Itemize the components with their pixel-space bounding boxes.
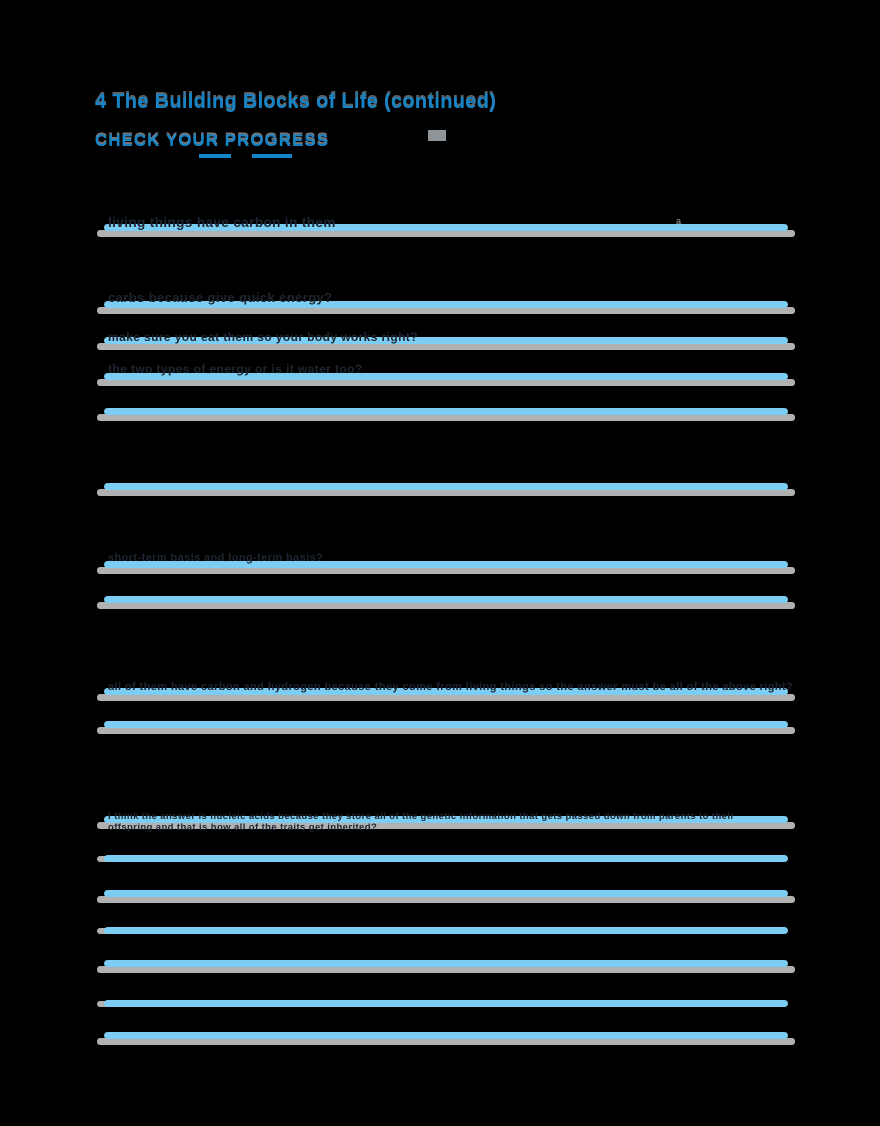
answer-text: offspring and that is how all of the tra…	[108, 822, 378, 833]
answer-line-shadow	[97, 343, 795, 350]
answer-line	[104, 408, 788, 415]
answer-line	[104, 688, 788, 695]
answer-line	[104, 816, 788, 823]
answer-line	[104, 890, 788, 897]
answer-line-shadow	[97, 727, 795, 734]
decorative-fragment	[252, 154, 292, 158]
answer-line-shadow	[97, 896, 795, 903]
answer-line-shadow	[97, 414, 795, 421]
answer-line-shadow	[97, 1038, 795, 1045]
answer-line	[104, 596, 788, 603]
answer-line	[104, 960, 788, 967]
answer-text: living things have carbon in them	[108, 215, 336, 230]
answer-line	[104, 301, 788, 308]
answer-line	[104, 1032, 788, 1039]
section-heading-check-your-progress: CHECK YOUR PROGRESS	[95, 131, 330, 150]
answer-text: carbs because give quick energy?	[108, 290, 333, 305]
decorative-fragment	[199, 154, 231, 158]
answer-text: the two types of energy or is it water t…	[108, 362, 363, 376]
answer-line-shadow	[97, 567, 795, 574]
answer-line	[104, 927, 788, 934]
superscript-mark: a	[676, 216, 682, 226]
answer-line-shadow	[97, 379, 795, 386]
answer-line-shadow	[97, 966, 795, 973]
answer-line-shadow	[97, 307, 795, 314]
answer-line	[104, 721, 788, 728]
answer-line	[104, 337, 788, 344]
page-title: 4 The Building Blocks of Life (continued…	[95, 91, 497, 113]
answer-line	[104, 561, 788, 568]
answer-line	[104, 483, 788, 490]
answer-line	[104, 224, 788, 231]
answer-line-shadow	[97, 230, 795, 237]
answer-line-shadow	[97, 694, 795, 701]
answer-line	[104, 373, 788, 380]
decorative-fragment	[428, 130, 446, 141]
answer-line-shadow	[97, 822, 795, 829]
answer-text: short-term basis and long-term basis?	[108, 552, 324, 564]
answer-line-shadow	[97, 489, 795, 496]
answer-text: I think the answer is nucleic acids beca…	[108, 811, 735, 822]
answer-line	[104, 1000, 788, 1007]
answer-text: make sure you eat them so your body work…	[108, 330, 418, 344]
answer-text: all of them have carbon and hydrogen bec…	[108, 681, 794, 693]
answer-line	[104, 855, 788, 862]
answer-line-shadow	[97, 602, 795, 609]
